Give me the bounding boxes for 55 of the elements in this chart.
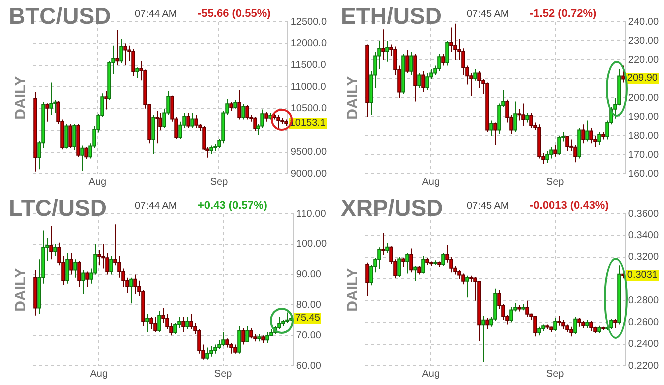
text: 75.45	[294, 313, 322, 324]
y-tick-label: 0.2200	[628, 360, 660, 372]
y-tick-label: 0.3200	[628, 252, 660, 264]
y-axis-title: DAILY	[12, 268, 30, 312]
y-tick-label: 230.00	[628, 36, 660, 47]
y-tick-label: 9500.00	[290, 147, 328, 158]
text: 07:44 AM	[135, 9, 178, 20]
x-tick-label: Sep	[214, 368, 233, 380]
text: -55.66 (0.55%)	[198, 8, 271, 20]
x-tick-label: Sep	[546, 368, 565, 380]
y-tick-label: 60.00	[296, 360, 322, 372]
y-tick-label: 0.3400	[628, 230, 660, 242]
y-tick-label: 12500.0	[290, 16, 328, 28]
x-tick-label: Sep	[210, 176, 229, 188]
x-tick-label: Aug	[422, 176, 440, 188]
y-tick-label: 11000.0	[290, 82, 327, 93]
y-tick-label: 12000.0	[290, 38, 328, 50]
text: -1.52 (0.72%)	[530, 8, 597, 20]
y-axis-title: DAILY	[12, 76, 30, 120]
y-tick-label: 0.2800	[628, 296, 660, 307]
y-tick-label: 0.2600	[628, 317, 660, 328]
y-tick-label: 190.00	[628, 112, 660, 123]
y-tick-label: 110.00	[296, 208, 327, 220]
y-tick-label: 0.3600	[628, 208, 660, 220]
text: 0.3031	[626, 270, 659, 281]
y-tick-label: 180.00	[628, 130, 660, 142]
x-tick-label: Aug	[90, 368, 108, 380]
y-tick-label: 70.00	[296, 330, 322, 342]
y-tick-label: 11500.0	[290, 60, 327, 72]
text: 209.90	[626, 73, 659, 84]
x-tick-label: Aug	[422, 368, 440, 380]
text: 07:45 AM	[467, 9, 510, 20]
chart-title: BTC/USD	[9, 3, 112, 30]
text: 07:44 AM	[135, 201, 178, 212]
chart-title: LTC/USD	[9, 195, 107, 222]
chart-title: ETH/USD	[341, 3, 442, 30]
y-tick-label: 240.00	[628, 16, 660, 28]
y-tick-label: 160.00	[628, 168, 660, 180]
x-tick-label: Aug	[88, 176, 107, 188]
chart-title: XRP/USD	[341, 195, 444, 222]
y-tick-label: 220.00	[628, 54, 660, 66]
y-axis-title: DAILY	[344, 76, 362, 120]
y-tick-label: 90.00	[296, 270, 322, 281]
x-tick-label: Sep	[546, 176, 565, 188]
y-tick-label: 170.00	[628, 150, 660, 161]
text: 07:45 AM	[467, 201, 510, 212]
y-tick-label: 200.00	[628, 92, 660, 104]
y-tick-label: 100.00	[296, 239, 328, 250]
y-tick-label: 9000.00	[290, 168, 328, 180]
y-tick-label: 10500.0	[290, 104, 328, 115]
y-axis-title: DAILY	[344, 268, 362, 312]
y-tick-label: 0.2400	[628, 339, 660, 350]
text: +0.43 (0.57%)	[198, 200, 268, 212]
y-tick-label: 80.00	[296, 300, 322, 311]
text: -0.0013 (0.43%)	[530, 200, 609, 212]
